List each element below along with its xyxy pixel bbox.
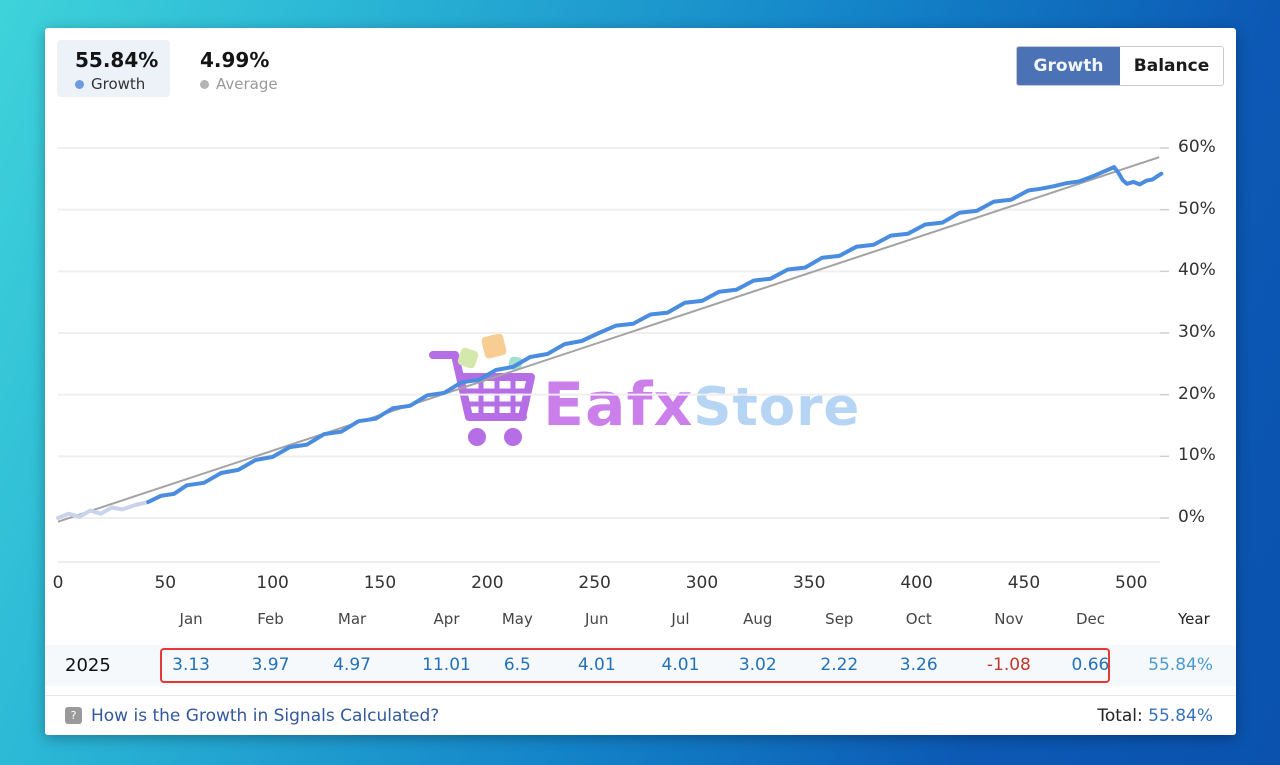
month-label: Sep xyxy=(825,610,854,628)
month-label: Aug xyxy=(743,610,773,628)
eafxstore-watermark: EafxStore xyxy=(425,328,895,468)
average-stat-label: Average xyxy=(216,75,278,93)
growth-stat: 55.84% Growth xyxy=(57,40,170,97)
info-icon: ? xyxy=(65,707,82,724)
x-tick-label: 400 xyxy=(900,573,933,593)
footer-total-label: Total: xyxy=(1097,705,1143,726)
y-axis-label: 60% xyxy=(1178,136,1216,157)
month-label: Feb xyxy=(257,610,284,628)
growth-line-start-segment xyxy=(56,493,163,520)
x-tick-label: 50 xyxy=(154,573,177,593)
month-growth-value: -1.08 xyxy=(986,655,1031,675)
month-growth-value: 11.01 xyxy=(422,655,471,675)
y-axis-label: 40% xyxy=(1178,260,1216,281)
year-axis-label: Year xyxy=(1178,610,1210,628)
tab-growth[interactable]: Growth xyxy=(1017,47,1120,85)
x-tick-label: 250 xyxy=(578,573,611,593)
month-label: Jul xyxy=(671,610,690,628)
y-axis-label: 30% xyxy=(1178,321,1216,342)
watermark-teal-square xyxy=(508,356,523,371)
watermark-brand-second: Store xyxy=(693,377,861,438)
average-stat-value: 4.99% xyxy=(200,48,270,72)
x-tick-label: 300 xyxy=(685,573,719,593)
month-growth-value: 4.01 xyxy=(577,655,616,675)
year-total-value: 55.84% xyxy=(1148,655,1213,675)
y-axis-label: 20% xyxy=(1178,383,1216,404)
month-label: Jun xyxy=(585,610,609,628)
chart-mode-toggle: Growth Balance xyxy=(1016,46,1224,86)
month-growth-value: 3.97 xyxy=(251,655,290,675)
y-axis-label: 10% xyxy=(1178,445,1216,466)
month-label: Oct xyxy=(905,610,932,628)
growth-stat-label: Growth xyxy=(91,75,146,93)
footer-total-value: 55.84% xyxy=(1148,705,1213,726)
month-growth-value: 3.13 xyxy=(172,655,211,675)
card-footer: ? How is the Growth in Signals Calculate… xyxy=(45,695,1236,735)
growth-stat-value: 55.84% xyxy=(75,48,159,72)
watermark-brand-first: Eafx xyxy=(543,370,694,440)
month-label: Nov xyxy=(994,610,1024,628)
x-tick-label: 100 xyxy=(256,573,289,593)
month-label: May xyxy=(501,610,533,628)
yearly-results-row: 2025 3.13 3.97 4.97 11.01 6.5 4.01 4.01 3.02 2.2… xyxy=(45,645,1236,686)
x-tick-label: 450 xyxy=(1007,573,1041,593)
tab-balance[interactable]: Balance xyxy=(1120,47,1223,85)
y-axis-label: 50% xyxy=(1178,198,1216,219)
average-dot-icon xyxy=(200,79,209,89)
month-growth-value: 2.22 xyxy=(820,655,859,675)
month-growth-value: 4.97 xyxy=(333,655,371,675)
monthly-values-highlight-box xyxy=(160,648,1110,683)
x-tick-label: 350 xyxy=(793,573,826,593)
year-value: 2025 xyxy=(65,655,111,676)
month-growth-value: 6.5 xyxy=(503,655,531,675)
month-growth-value: 3.02 xyxy=(738,655,777,675)
average-stat: 4.99% Average xyxy=(200,40,278,93)
x-tick-label: 500 xyxy=(1115,573,1148,593)
x-tick-label: 200 xyxy=(471,573,504,593)
month-growth-value: 4.01 xyxy=(661,655,700,675)
signal-growth-card: 55.84% Growth 4.99% Average Growth Balan… xyxy=(45,28,1236,735)
growth-calculation-link[interactable]: How is the Growth in Signals Calculated? xyxy=(91,705,440,726)
month-growth-value: 3.26 xyxy=(899,655,938,675)
month-label: Jan xyxy=(179,610,203,628)
month-growth-value: 0.66 xyxy=(1071,655,1110,675)
month-label: Mar xyxy=(337,610,367,628)
footer-total: Total: 55.84% xyxy=(1097,706,1213,726)
y-axis-label: 0% xyxy=(1178,507,1205,527)
month-label: Dec xyxy=(1075,610,1105,628)
x-tick-label: 0 xyxy=(52,573,64,593)
x-tick-label: 150 xyxy=(363,573,397,593)
growth-dot-icon xyxy=(75,79,84,89)
month-label: Apr xyxy=(433,610,460,628)
